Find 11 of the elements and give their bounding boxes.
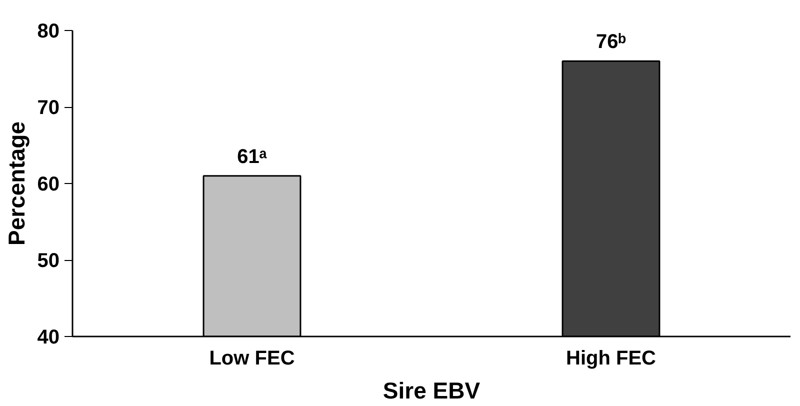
data-label: 61ᵃ (237, 146, 268, 168)
x-axis-title: Sire EBV (382, 378, 481, 404)
y-tick-label: 70 (37, 97, 60, 119)
data-label: 76ᵇ (596, 31, 626, 54)
y-tick-label: 50 (37, 250, 60, 272)
x-tick-label: Low FEC (209, 348, 295, 370)
y-axis-title: Percentage (3, 121, 30, 246)
x-tick-label: High FEC (566, 348, 656, 370)
y-tick-label: 40 (37, 326, 60, 348)
y-tick-label: 80 (37, 20, 60, 42)
y-tick-label: 60 (37, 174, 60, 196)
